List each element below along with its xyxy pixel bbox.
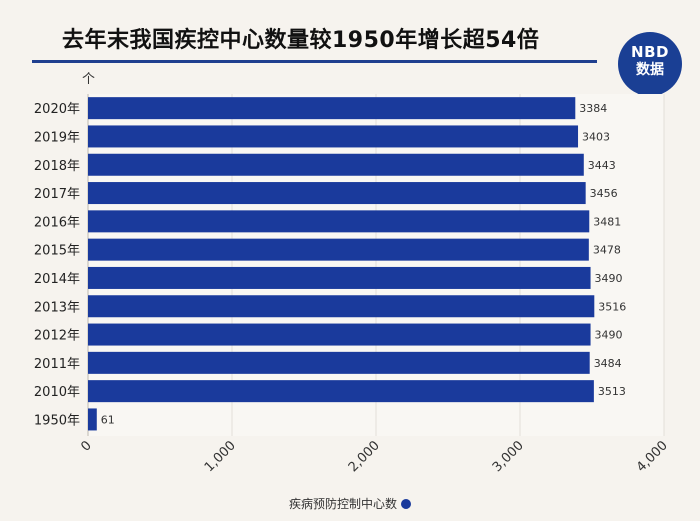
bar — [88, 97, 576, 120]
bar — [88, 153, 584, 176]
data-label: 3384 — [579, 102, 607, 115]
logo-text-data: 数据 — [636, 62, 664, 78]
data-label: 3456 — [590, 187, 618, 200]
bar — [88, 380, 594, 403]
data-label: 3513 — [598, 385, 626, 398]
x-tick-label: 4,000 — [634, 438, 671, 475]
y-tick-label: 2020年 — [34, 102, 80, 117]
chart-title: 去年末我国疾控中心数量较1950年增长超54倍 — [62, 28, 540, 53]
data-label: 3443 — [588, 159, 616, 172]
bar — [88, 210, 590, 233]
y-tick-label: 2017年 — [34, 187, 80, 202]
data-label: 61 — [101, 413, 115, 426]
bar — [88, 323, 591, 346]
bar — [88, 295, 595, 318]
y-tick-label: 2014年 — [34, 272, 80, 287]
y-tick-label: 1950年 — [34, 413, 80, 428]
data-label: 3478 — [593, 244, 621, 257]
nbd-logo: NBD 数据 — [618, 32, 682, 96]
data-label: 3484 — [594, 357, 622, 370]
logo-text-nbd: NBD — [631, 43, 669, 61]
y-tick-label: 2013年 — [34, 300, 80, 315]
y-tick-label: 2011年 — [34, 357, 80, 372]
bar — [88, 266, 591, 289]
unit-label: 个 — [82, 72, 96, 87]
bar — [88, 125, 579, 148]
y-tick-label: 2010年 — [34, 385, 80, 400]
legend: 疾病预防控制中心数 — [0, 495, 700, 512]
bar — [88, 182, 586, 205]
x-tick-label: 2,000 — [346, 438, 383, 475]
data-label: 3516 — [598, 300, 626, 313]
y-tick-label: 2019年 — [34, 130, 80, 145]
legend-swatch — [401, 499, 411, 509]
y-tick-label: 2012年 — [34, 329, 80, 344]
bar — [88, 408, 97, 431]
bar — [88, 351, 590, 374]
data-label: 3481 — [593, 215, 621, 228]
y-tick-label: 2018年 — [34, 159, 80, 174]
x-tick-label: 1,000 — [202, 438, 239, 475]
y-tick-label: 2016年 — [34, 215, 80, 230]
x-tick-label: 0 — [78, 438, 94, 454]
y-tick-label: 2015年 — [34, 244, 80, 259]
data-label: 3490 — [595, 272, 623, 285]
bar — [88, 238, 589, 261]
x-tick-label: 3,000 — [490, 438, 527, 475]
title-underline — [32, 60, 597, 63]
data-label: 3490 — [595, 329, 623, 342]
legend-label: 疾病预防控制中心数 — [288, 497, 397, 511]
data-label: 3403 — [582, 130, 610, 143]
